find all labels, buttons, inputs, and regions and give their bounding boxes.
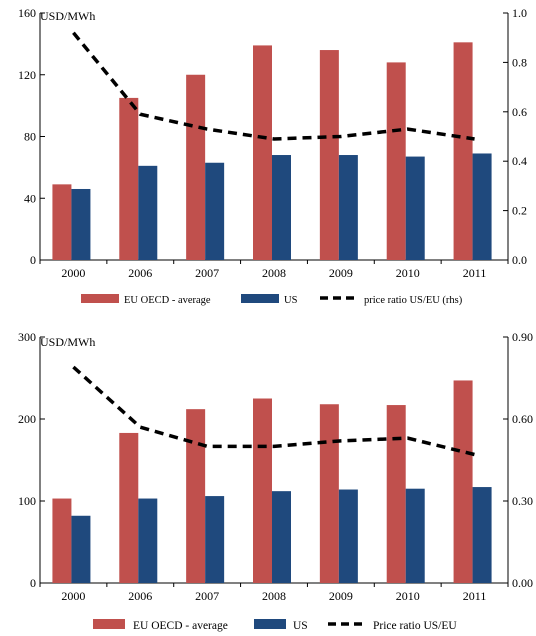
chart-top: USD/MWh 0 40 80 120 160 0.0 0.2 0.4 0.6 0.8 1.0 200…: [18, 6, 527, 306]
bars: [52, 380, 492, 583]
legend-swatch-eu: [93, 619, 125, 629]
unit-label: USD/MWh: [40, 9, 95, 23]
legend-swatch-eu: [81, 294, 119, 303]
unit-label: USD/MWh: [40, 335, 95, 349]
x-tick-label: 2007: [195, 589, 219, 603]
bar-eu-2000: [52, 184, 72, 260]
left-tick-label: 300: [18, 330, 36, 344]
bar-us-2008: [272, 491, 291, 583]
bar-us-2009: [338, 155, 358, 260]
legend-label-us: US: [293, 620, 308, 632]
chart-bottom: USD/MWh 0 100 200 300 0.00 0.30 0.60 0.90 2000 20…: [18, 330, 533, 632]
left-tick-label: 0: [30, 576, 36, 590]
bar-eu-2007: [186, 409, 206, 583]
bar-eu-2007: [186, 74, 206, 260]
ratio-line: [72, 31, 475, 141]
bar-us-2007: [205, 496, 225, 583]
bar-eu-2000: [52, 498, 72, 583]
x-tick-label: 2008: [262, 266, 286, 280]
x-tick-label: 2006: [128, 266, 152, 280]
bar-eu-2011: [453, 380, 473, 583]
right-tick-label: 0.60: [512, 412, 533, 426]
x-tick-label: 2006: [128, 589, 152, 603]
ratio-line: [72, 365, 475, 457]
bar-eu-2006: [119, 432, 139, 583]
x-tick-label: 2000: [61, 589, 85, 603]
left-tick-label: 80: [24, 130, 36, 144]
bar-us-2011: [472, 153, 492, 260]
right-tick-label: 0.2: [512, 204, 527, 218]
bar-eu-2010: [386, 62, 406, 261]
left-tick-label: 0: [30, 253, 36, 267]
x-tick-label: 2007: [195, 266, 219, 280]
bar-us-2010: [405, 488, 425, 583]
left-tick-label: 200: [18, 412, 36, 426]
legend-label-us: US: [284, 295, 298, 306]
x-tick-label: 2008: [262, 589, 286, 603]
bar-eu-2011: [453, 42, 473, 260]
right-tick-label: 0.6: [512, 105, 527, 119]
bar-us-2006: [138, 165, 158, 260]
legend: EU OECD - average US Price ratio US/EU: [93, 619, 457, 632]
tick-labels: 0 100 200 300 0.00 0.30 0.60 0.90 2000 2006 2007 20…: [18, 330, 533, 603]
tick-labels: 0 40 80 120 160 0.0 0.2 0.4 0.6 0.8 1.0 2000 2006 200…: [18, 6, 527, 280]
legend: EU OECD - average US price ratio US/EU (…: [81, 294, 463, 306]
bars: [52, 42, 492, 261]
bar-eu-2009: [319, 404, 339, 583]
ratio-line-group: [72, 31, 475, 141]
bar-eu-2010: [386, 405, 406, 583]
right-tick-label: 0.90: [512, 330, 533, 344]
left-tick-label: 40: [24, 191, 36, 205]
left-tick-label: 160: [18, 6, 36, 20]
bar-us-2010: [405, 156, 425, 260]
right-tick-label: 1.0: [512, 6, 527, 20]
left-tick-label: 120: [18, 68, 36, 82]
legend-swatch-us: [254, 619, 286, 629]
x-tick-label: 2010: [396, 589, 420, 603]
bar-eu-2008: [253, 45, 272, 261]
legend-label-eu: EU OECD - average: [133, 620, 228, 632]
x-tick-label: 2010: [396, 266, 420, 280]
legend-swatch-us: [241, 294, 279, 303]
bar-us-2007: [205, 162, 225, 260]
bar-eu-2008: [253, 398, 272, 583]
bar-eu-2006: [119, 97, 139, 260]
bar-us-2008: [272, 155, 291, 260]
right-tick-label: 0.0: [512, 253, 527, 267]
right-tick-label: 0.30: [512, 494, 533, 508]
legend-label-eu: EU OECD - average: [124, 295, 211, 306]
legend-label-ratio: price ratio US/EU (rhs): [364, 295, 463, 306]
x-tick-label: 2011: [463, 589, 487, 603]
bar-us-2011: [472, 487, 492, 583]
x-tick-label: 2009: [329, 589, 353, 603]
x-tick-label: 2009: [329, 266, 353, 280]
bar-us-2006: [138, 498, 158, 583]
legend-label-ratio: Price ratio US/EU: [373, 620, 457, 632]
right-tick-label: 0.8: [512, 55, 527, 69]
x-tick-label: 2011: [463, 266, 487, 280]
right-tick-label: 0.4: [512, 154, 527, 168]
bar-us-2000: [71, 188, 91, 260]
x-tick-label: 2000: [61, 266, 85, 280]
ratio-line-group: [72, 365, 475, 457]
right-tick-label: 0.00: [512, 576, 533, 590]
bar-eu-2009: [319, 50, 339, 260]
left-tick-label: 100: [18, 494, 36, 508]
bar-us-2000: [71, 515, 91, 583]
bar-us-2009: [338, 489, 358, 583]
